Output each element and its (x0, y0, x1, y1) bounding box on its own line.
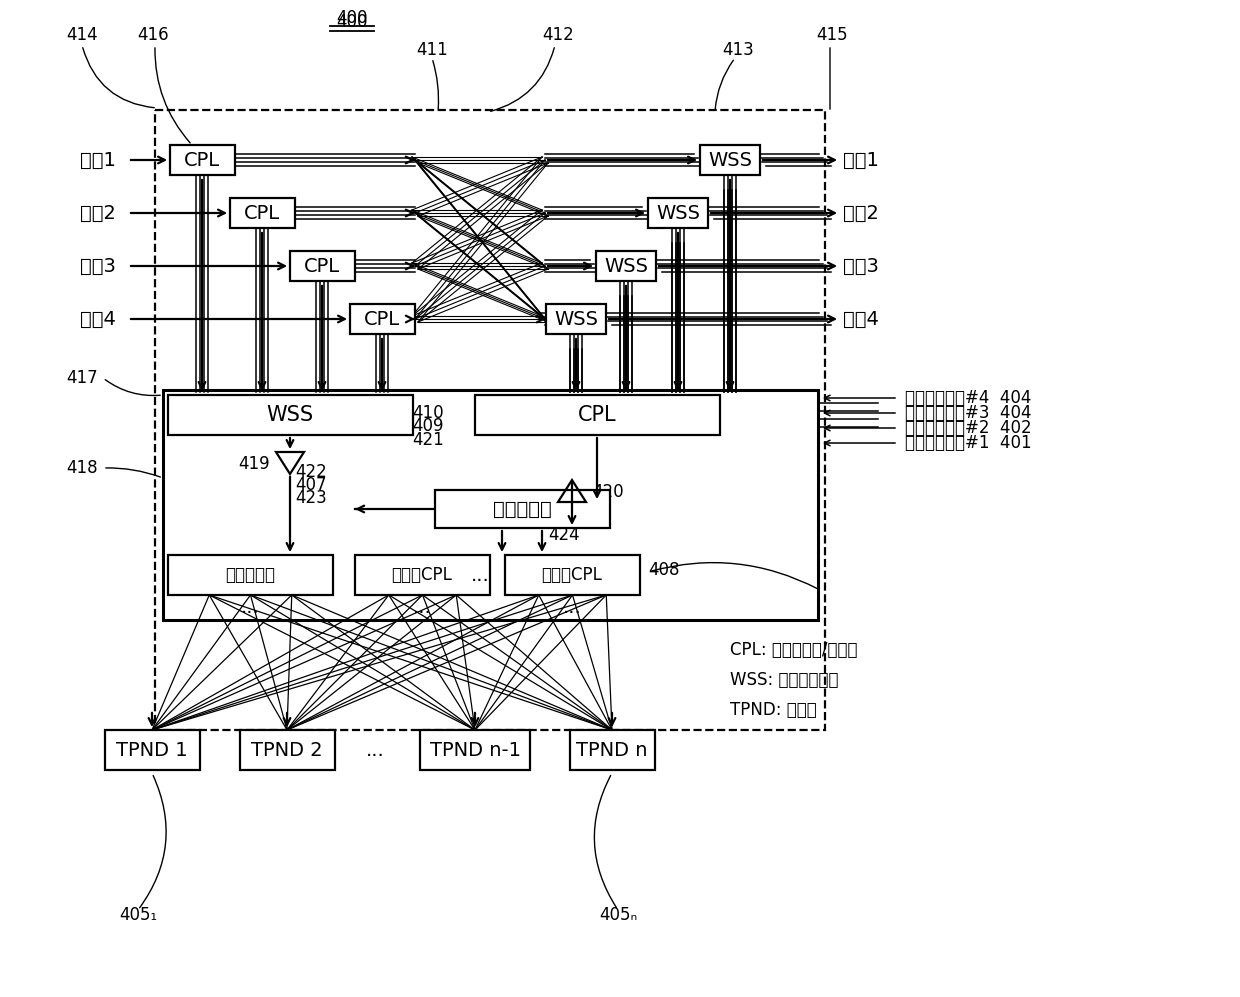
Text: ...: ... (563, 597, 582, 616)
Text: 输出1: 输出1 (843, 151, 879, 169)
Bar (162, 390, 818, 620)
Text: 信道分离器: 信道分离器 (224, 566, 275, 584)
Text: 输入1: 输入1 (81, 151, 115, 169)
Bar (570, 730, 655, 770)
Text: TPND 2: TPND 2 (252, 741, 322, 760)
Text: WSS: WSS (656, 203, 701, 222)
Text: 应答器聚合器#2  402: 应答器聚合器#2 402 (905, 419, 1032, 437)
Text: 应答器聚合器#3  404: 应答器聚合器#3 404 (905, 404, 1032, 422)
Text: CPL: 光学耦合器/分解器: CPL: 光学耦合器/分解器 (730, 641, 858, 659)
Bar (649, 198, 708, 228)
Text: 417: 417 (67, 369, 98, 387)
Text: 应答器聚合器#4  404: 应答器聚合器#4 404 (905, 389, 1032, 407)
Text: 418: 418 (67, 459, 98, 477)
Bar (596, 251, 656, 281)
Bar (420, 730, 529, 770)
Text: 408: 408 (649, 561, 680, 579)
Text: CPL: CPL (363, 309, 401, 328)
Text: 输出3: 输出3 (843, 256, 879, 275)
Text: WSS: WSS (267, 405, 314, 425)
Text: 421: 421 (412, 431, 444, 449)
Text: 400: 400 (336, 9, 368, 27)
Bar (435, 490, 610, 528)
Text: 输入2: 输入2 (81, 203, 115, 222)
Bar (155, 110, 825, 730)
Text: 415: 415 (816, 26, 848, 44)
Text: 412: 412 (542, 26, 574, 44)
Text: 输出2: 输出2 (843, 203, 879, 222)
Bar (355, 555, 490, 595)
Text: 407: 407 (295, 476, 326, 494)
Text: ...: ... (241, 597, 259, 616)
Bar (701, 145, 760, 175)
Text: 410: 410 (412, 404, 444, 422)
Bar (350, 304, 415, 334)
Text: TPND n: TPND n (577, 741, 647, 760)
Text: WSS: WSS (708, 151, 751, 169)
Bar (167, 395, 413, 435)
Text: 400: 400 (336, 13, 368, 31)
Text: 416: 416 (138, 26, 169, 44)
Text: 光学交织器: 光学交织器 (492, 499, 552, 518)
Bar (105, 730, 200, 770)
Bar (241, 730, 335, 770)
Text: ...: ... (471, 565, 490, 584)
Text: 405ₙ: 405ₙ (599, 906, 637, 924)
Text: WSS: 波长选择开关: WSS: 波长选择开关 (730, 671, 838, 689)
Bar (475, 395, 720, 435)
Bar (167, 555, 334, 595)
Text: TPND 1: TPND 1 (117, 741, 187, 760)
Text: 420: 420 (591, 483, 624, 501)
Text: ...: ... (413, 597, 432, 616)
Text: 419: 419 (238, 455, 270, 473)
Text: CPL: CPL (184, 151, 219, 169)
Bar (290, 251, 355, 281)
Text: TPND n-1: TPND n-1 (429, 741, 521, 760)
Text: ...: ... (366, 741, 384, 760)
Text: 输入3: 输入3 (81, 256, 115, 275)
Text: 偶信道CPL: 偶信道CPL (542, 566, 603, 584)
Bar (229, 198, 295, 228)
Bar (546, 304, 606, 334)
Text: 414: 414 (66, 26, 98, 44)
Bar (505, 555, 640, 595)
Text: CPL: CPL (244, 203, 280, 222)
Text: WSS: WSS (554, 309, 598, 328)
Text: 输出4: 输出4 (843, 309, 879, 328)
Text: 423: 423 (295, 489, 327, 507)
Text: 411: 411 (417, 41, 448, 59)
Text: 422: 422 (295, 463, 327, 481)
Text: 413: 413 (722, 41, 754, 59)
Text: 424: 424 (548, 526, 579, 544)
Bar (170, 145, 236, 175)
Text: 409: 409 (412, 417, 444, 435)
Text: 输入4: 输入4 (81, 309, 115, 328)
Text: 405₁: 405₁ (119, 906, 157, 924)
Text: WSS: WSS (604, 256, 649, 275)
Text: CPL: CPL (304, 256, 340, 275)
Text: 奇信道CPL: 奇信道CPL (392, 566, 453, 584)
Text: CPL: CPL (578, 405, 616, 425)
Text: TPND: 应答器: TPND: 应答器 (730, 701, 817, 719)
Text: 应答器聚合器#1  401: 应答器聚合器#1 401 (905, 434, 1032, 452)
